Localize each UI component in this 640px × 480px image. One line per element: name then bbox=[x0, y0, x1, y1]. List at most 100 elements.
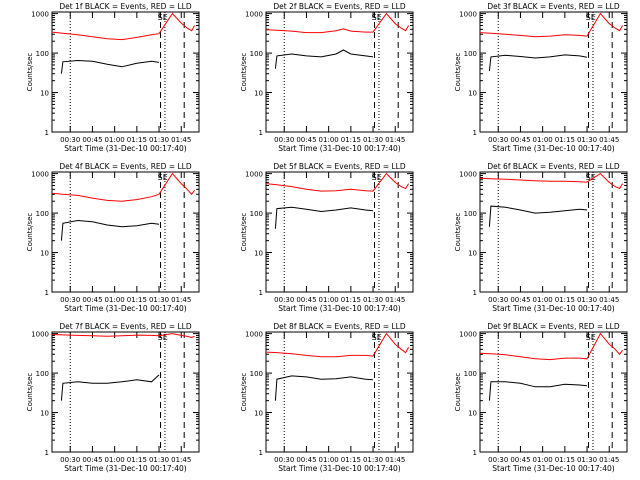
x-axis-label: Start Time (31-Dec-10 00:17:40) bbox=[278, 144, 400, 153]
lld-series-line bbox=[479, 12, 624, 38]
y-tick-label: 1000 bbox=[245, 171, 263, 179]
y-tick-label: 1000 bbox=[459, 331, 477, 339]
plot-frame bbox=[265, 171, 414, 293]
x-tick-label: 01:00 bbox=[319, 296, 339, 304]
panel-title: Det 9f BLACK = Events, RED = LLD bbox=[487, 322, 620, 331]
panel-title: Det 6f BLACK = Events, RED = LLD bbox=[487, 162, 620, 171]
y-tick-label: 1 bbox=[259, 289, 263, 297]
panel-det-2f: Det 2f BLACK = Events, RED = LLD 1 10 100 10… bbox=[240, 2, 414, 153]
x-tick-label: 01:30 bbox=[149, 296, 169, 304]
y-axis-label: Counts/sec bbox=[454, 53, 462, 92]
x-tick-label: 01:00 bbox=[533, 136, 553, 144]
y-tick-label: 10 bbox=[254, 250, 263, 258]
x-axis-label: Start Time (31-Dec-10 00:17:40) bbox=[64, 304, 186, 313]
y-tick-label: 100 bbox=[464, 370, 477, 378]
x-tick-label: 00:30 bbox=[488, 456, 508, 464]
y-tick-label: 100 bbox=[464, 50, 477, 58]
x-axis-label: Start Time (31-Dec-10 00:17:40) bbox=[278, 464, 400, 473]
x-tick-label: 01:15 bbox=[341, 136, 361, 144]
x-tick-label: 01:45 bbox=[171, 136, 191, 144]
x-tick-label: 01:30 bbox=[149, 456, 169, 464]
y-tick-label: 10 bbox=[40, 250, 49, 258]
x-tick-label: 01:30 bbox=[577, 136, 597, 144]
y-axis-label: Counts/sec bbox=[26, 213, 34, 252]
x-tick-label: 00:30 bbox=[488, 136, 508, 144]
x-tick-label: 00:30 bbox=[60, 296, 80, 304]
lld-series-line bbox=[265, 172, 410, 192]
y-tick-label: 1 bbox=[473, 129, 477, 137]
se-marker-label: SE bbox=[586, 173, 596, 182]
plot-frame bbox=[265, 331, 414, 453]
x-tick-label: 01:15 bbox=[127, 136, 147, 144]
x-tick-label: 01:30 bbox=[577, 456, 597, 464]
y-tick-label: 10 bbox=[40, 90, 49, 98]
y-tick-label: 10 bbox=[254, 90, 263, 98]
y-tick-label: 1 bbox=[259, 129, 263, 137]
se-marker-label: SE bbox=[586, 13, 596, 22]
panel-det-5f: Det 5f BLACK = Events, RED = LLD 1 10 100 10… bbox=[240, 162, 414, 313]
y-tick-label: 100 bbox=[250, 370, 263, 378]
x-tick-label: 01:45 bbox=[599, 296, 619, 304]
panel-det-9f: Det 9f BLACK = Events, RED = LLD 1 10 100 10… bbox=[454, 322, 628, 473]
events-series-line bbox=[60, 374, 160, 401]
events-series-line bbox=[488, 381, 588, 401]
y-axis-label: Counts/sec bbox=[26, 53, 34, 92]
x-tick-label: 01:30 bbox=[363, 456, 383, 464]
x-tick-label: 00:45 bbox=[296, 136, 316, 144]
events-series-line bbox=[488, 54, 588, 72]
x-tick-label: 01:15 bbox=[555, 456, 575, 464]
x-tick-label: 00:30 bbox=[274, 136, 294, 144]
lld-series-line bbox=[265, 332, 410, 358]
y-tick-label: 1 bbox=[473, 289, 477, 297]
y-axis-label: Counts/sec bbox=[240, 213, 248, 252]
se-marker-label: SE bbox=[372, 333, 382, 342]
y-tick-label: 1 bbox=[45, 449, 49, 457]
x-axis-label: Start Time (31-Dec-10 00:17:40) bbox=[492, 304, 614, 313]
y-tick-label: 100 bbox=[36, 210, 49, 218]
x-tick-label: 01:45 bbox=[385, 136, 405, 144]
plot-frame bbox=[51, 331, 200, 453]
x-tick-label: 01:45 bbox=[599, 136, 619, 144]
y-tick-label: 1 bbox=[45, 129, 49, 137]
y-tick-label: 100 bbox=[36, 370, 49, 378]
y-axis-label: Counts/sec bbox=[240, 53, 248, 92]
y-tick-label: 100 bbox=[250, 50, 263, 58]
x-tick-label: 00:30 bbox=[274, 456, 294, 464]
y-axis-label: Counts/sec bbox=[454, 373, 462, 412]
x-tick-label: 00:30 bbox=[60, 136, 80, 144]
plot-frame bbox=[479, 171, 628, 293]
y-tick-label: 1 bbox=[259, 449, 263, 457]
x-tick-label: 01:30 bbox=[363, 296, 383, 304]
x-axis-label: Start Time (31-Dec-10 00:17:40) bbox=[492, 144, 614, 153]
x-tick-label: 01:00 bbox=[319, 456, 339, 464]
panel-title: Det 5f BLACK = Events, RED = LLD bbox=[273, 162, 406, 171]
panel-det-8f: Det 8f BLACK = Events, RED = LLD 1 10 100 10… bbox=[240, 322, 414, 473]
x-tick-label: 01:00 bbox=[533, 456, 553, 464]
x-tick-label: 01:00 bbox=[319, 136, 339, 144]
events-series-line bbox=[274, 375, 374, 401]
panel-title: Det 7f BLACK = Events, RED = LLD bbox=[59, 322, 192, 331]
x-tick-label: 01:30 bbox=[577, 296, 597, 304]
y-tick-label: 100 bbox=[464, 210, 477, 218]
x-tick-label: 01:15 bbox=[555, 296, 575, 304]
se-marker-label: SE bbox=[372, 173, 382, 182]
x-tick-label: 00:45 bbox=[82, 456, 102, 464]
se-marker-label: SE bbox=[158, 13, 168, 22]
x-tick-label: 01:45 bbox=[171, 296, 191, 304]
se-marker-label: SE bbox=[586, 333, 596, 342]
panel-det-4f: Det 4f BLACK = Events, RED = LLD 1 10 100 10… bbox=[26, 162, 200, 313]
x-tick-label: 00:45 bbox=[296, 296, 316, 304]
y-tick-label: 10 bbox=[40, 410, 49, 418]
events-series-line bbox=[274, 49, 374, 69]
lld-series-line bbox=[265, 12, 410, 34]
x-tick-label: 00:30 bbox=[488, 296, 508, 304]
events-series-line bbox=[274, 206, 374, 229]
x-tick-label: 01:15 bbox=[341, 456, 361, 464]
x-tick-label: 00:30 bbox=[274, 296, 294, 304]
events-series-line bbox=[488, 205, 588, 227]
y-tick-label: 1000 bbox=[245, 331, 263, 339]
y-tick-label: 1 bbox=[45, 289, 49, 297]
se-marker-label: SE bbox=[158, 173, 168, 182]
lld-series-line bbox=[51, 333, 195, 339]
